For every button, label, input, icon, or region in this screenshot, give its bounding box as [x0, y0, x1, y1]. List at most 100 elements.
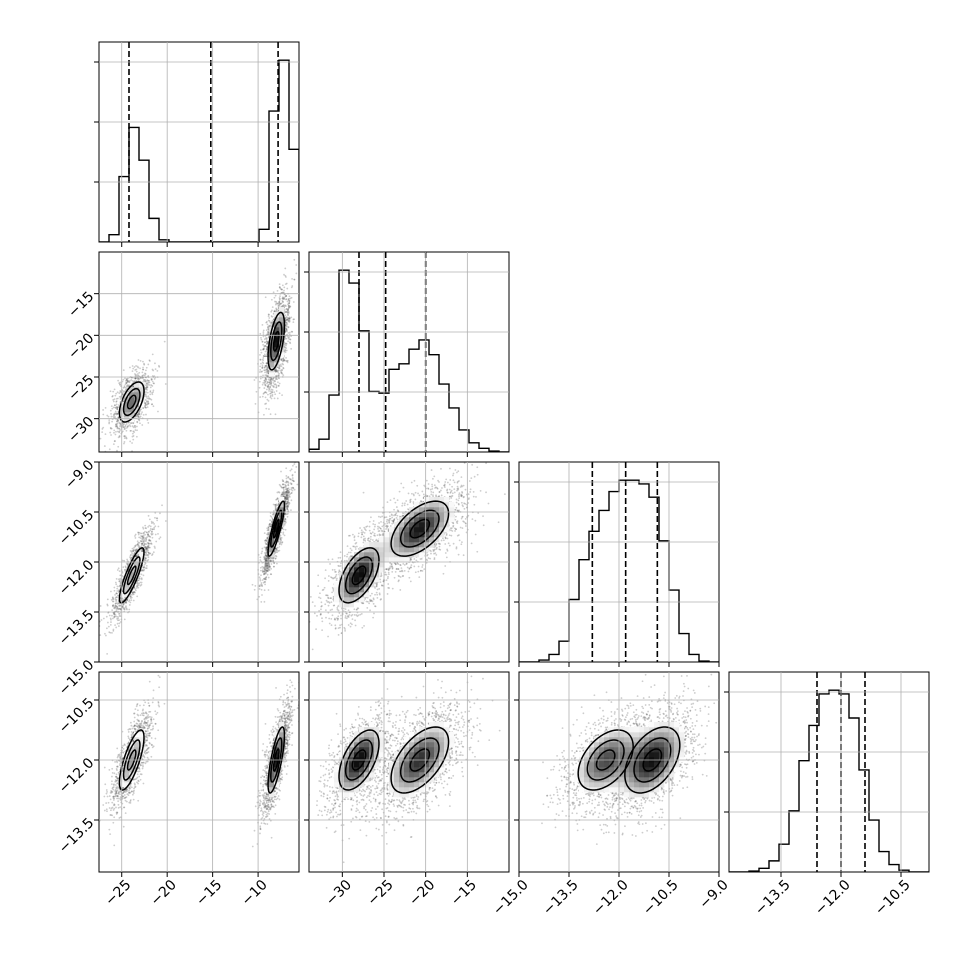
y-tick-label: −15.0 [56, 657, 98, 699]
density-cell [614, 762, 620, 768]
density-cell [374, 562, 380, 568]
density-cell [404, 537, 410, 543]
density-cell [409, 537, 415, 543]
density-cell [584, 787, 590, 793]
density-cell [604, 742, 610, 748]
density-cell [334, 587, 340, 593]
density-cell [394, 762, 400, 768]
gridlines [309, 462, 509, 662]
x-axis-ticks: −13.5 −12.0 −10.5 [752, 872, 914, 919]
y-axis-ticks [304, 699, 309, 821]
gridlines [309, 672, 509, 872]
y-tick-label: −12.0 [56, 755, 98, 797]
density-cell [134, 742, 140, 748]
density-cell [409, 732, 415, 738]
density-cell [274, 782, 280, 788]
density-cell [269, 542, 275, 548]
density-cell [624, 742, 630, 748]
density-cell [404, 747, 410, 753]
density-cell [414, 507, 420, 513]
density-cell [134, 557, 140, 563]
density-cell [124, 582, 130, 588]
density-cell [449, 742, 455, 748]
density-cell [429, 727, 435, 733]
density-cell [344, 782, 350, 788]
density-cell [279, 507, 285, 513]
density-cell [404, 787, 410, 793]
density-cell [279, 502, 285, 508]
x-tick-label: −13.5 [752, 877, 794, 919]
histogram-panel [98, 41, 300, 243]
density-cell [269, 772, 275, 778]
density-cell [394, 542, 400, 548]
density-cell [434, 772, 440, 778]
density-cell [419, 767, 425, 773]
density-cell [604, 747, 610, 753]
density-cell [659, 747, 665, 753]
density-cell [139, 747, 145, 753]
y-tick-label: −25 [65, 372, 97, 404]
density-cell [599, 762, 605, 768]
panel-content [541, 673, 718, 846]
density-cell [274, 542, 280, 548]
density-cell [639, 787, 645, 793]
contour [270, 321, 283, 362]
density-cell [424, 532, 430, 538]
density-cell [409, 522, 415, 528]
density-cell [609, 777, 615, 783]
density-cell [439, 737, 445, 743]
density-cell [384, 562, 390, 568]
density-cell [624, 792, 630, 798]
density-cell [649, 752, 655, 758]
y-axis-ticks: −13.5 −12.0 −10.5 [56, 695, 99, 857]
density-cell [424, 752, 430, 758]
density-cell [429, 762, 435, 768]
density-cell [624, 772, 630, 778]
density-cell [429, 497, 435, 503]
density-cell [394, 537, 400, 543]
density-cell [354, 787, 360, 793]
density-cell [439, 522, 445, 528]
density-cell [449, 737, 455, 743]
density-cell [354, 782, 360, 788]
density-cell [599, 787, 605, 793]
density-cell [369, 722, 375, 728]
density-cell [279, 312, 285, 318]
density-cell [374, 557, 380, 563]
density-cell [394, 532, 400, 538]
density-cell [339, 582, 345, 588]
density-cell [399, 522, 405, 528]
density-cell [269, 547, 275, 553]
x-axis-ticks [121, 452, 259, 457]
density-cell [369, 572, 375, 578]
density-cell [644, 762, 650, 768]
density-cell [269, 787, 275, 793]
density-cell [439, 517, 445, 523]
density-cell [129, 387, 135, 393]
density-cell [609, 782, 615, 788]
density-cell [279, 732, 285, 738]
density-cell [379, 742, 385, 748]
density-cell [419, 752, 425, 758]
density-cell [674, 742, 680, 748]
density-cell [374, 542, 380, 548]
density-cell [374, 567, 380, 573]
density-cell [679, 747, 685, 753]
density-cell [419, 737, 425, 743]
density-cell [274, 537, 280, 543]
density-cell [264, 787, 270, 793]
density-cell [124, 397, 130, 403]
density-cell [629, 772, 635, 778]
density-cell [444, 747, 450, 753]
density-cell [429, 522, 435, 528]
density-cell [659, 742, 665, 748]
density-cell [624, 737, 630, 743]
density-cell [359, 727, 365, 733]
density-cell [374, 727, 380, 733]
density-cell [364, 732, 370, 738]
density-cell [374, 742, 380, 748]
density-cell [399, 552, 405, 558]
density-cell [344, 777, 350, 783]
density-cell [579, 772, 585, 778]
density-cell [399, 787, 405, 793]
